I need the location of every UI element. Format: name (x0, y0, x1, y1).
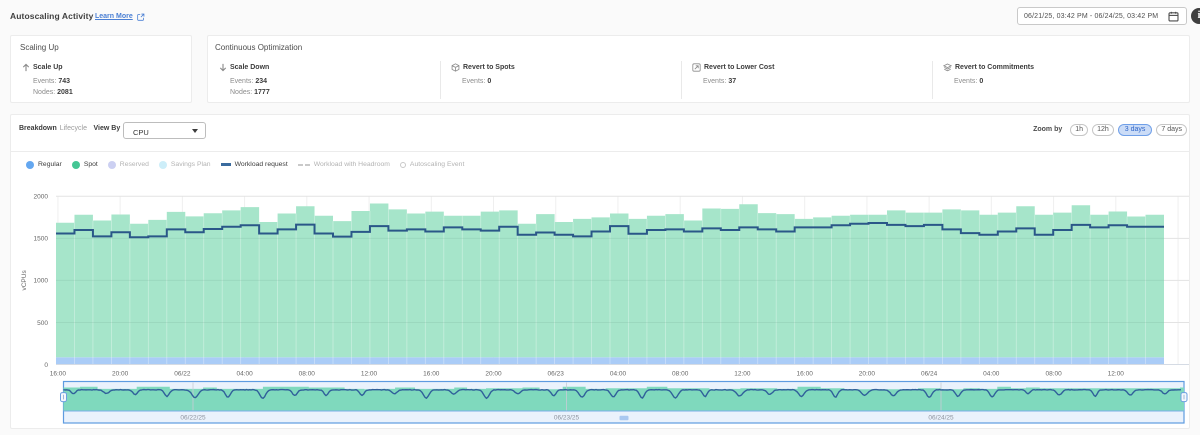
svg-text:12:00: 12:00 (361, 371, 378, 378)
svg-text:16:00: 16:00 (50, 371, 67, 378)
svg-text:0: 0 (44, 362, 48, 369)
svg-text:06/23: 06/23 (548, 371, 565, 378)
svg-text:04:00: 04:00 (983, 371, 1000, 378)
svg-text:20:00: 20:00 (859, 371, 876, 378)
svg-text:20:00: 20:00 (485, 371, 502, 378)
svg-text:06/24/25: 06/24/25 (928, 415, 954, 422)
svg-text:1500: 1500 (34, 236, 49, 243)
svg-text:04:00: 04:00 (236, 371, 253, 378)
svg-text:16:00: 16:00 (797, 371, 814, 378)
svg-text:04:00: 04:00 (610, 371, 627, 378)
svg-text:12:00: 12:00 (734, 371, 751, 378)
svg-text:06/24: 06/24 (921, 371, 938, 378)
svg-text:1000: 1000 (34, 278, 49, 285)
svg-text:06/22: 06/22 (174, 371, 191, 378)
svg-text:06/23/25: 06/23/25 (554, 415, 580, 422)
svg-text:12:00: 12:00 (1108, 371, 1125, 378)
svg-text:08:00: 08:00 (672, 371, 689, 378)
svg-text:16:00: 16:00 (423, 371, 440, 378)
svg-text:2000: 2000 (34, 194, 49, 201)
svg-text:20:00: 20:00 (112, 371, 129, 378)
svg-text:06/22/25: 06/22/25 (180, 415, 206, 422)
svg-text:08:00: 08:00 (1045, 371, 1062, 378)
svg-text:08:00: 08:00 (299, 371, 316, 378)
svg-text:vCPUs: vCPUs (21, 270, 28, 291)
svg-text:500: 500 (37, 320, 48, 327)
